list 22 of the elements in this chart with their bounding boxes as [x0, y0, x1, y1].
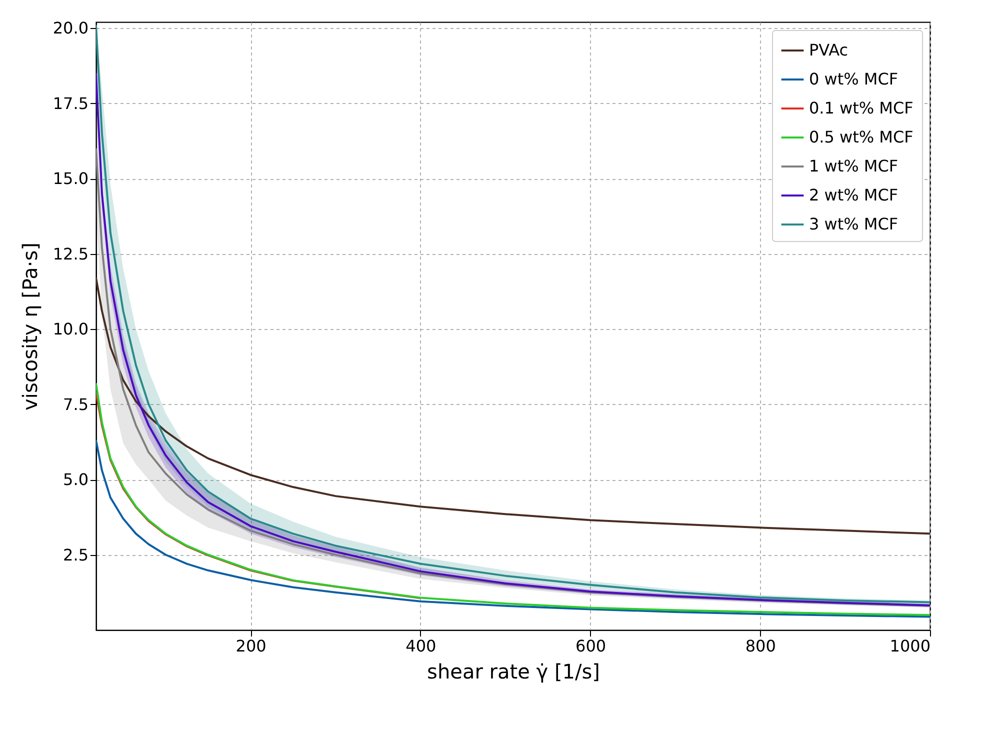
x-axis-title: shear rate γ̇ [1/s]	[427, 660, 600, 684]
legend-label: PVAc	[809, 40, 848, 60]
y-tick-label: 5.0	[63, 470, 88, 490]
legend-label: 2 wt% MCF	[809, 186, 898, 204]
y-tick-label: 7.5	[63, 394, 88, 414]
y-tick-label: 10.0	[52, 320, 88, 339]
y-tick-label: 15.0	[52, 169, 88, 188]
y-tick-label: 2.5	[63, 545, 88, 564]
y-tick-label: 17.5	[52, 94, 88, 113]
legend-label: 0 wt% MCF	[809, 70, 898, 88]
x-tick-label: 600	[576, 636, 606, 656]
legend-label: 0.5 wt% MCF	[809, 128, 914, 146]
x-tick-label: 400	[406, 636, 436, 656]
y-tick-label: 20.0	[52, 18, 88, 38]
x-tick-label: 1000	[890, 636, 930, 656]
legend-label: 1 wt% MCF	[809, 156, 898, 176]
y-tick-label: 12.5	[52, 244, 88, 264]
legend-label: 0.1 wt% MCF	[809, 98, 914, 118]
legend-label: 3 wt% MCF	[809, 214, 898, 234]
y-axis-title: viscosity η [Pa·s]	[18, 242, 42, 410]
x-tick-label: 200	[236, 636, 266, 656]
x-tick-label: 800	[745, 636, 776, 656]
